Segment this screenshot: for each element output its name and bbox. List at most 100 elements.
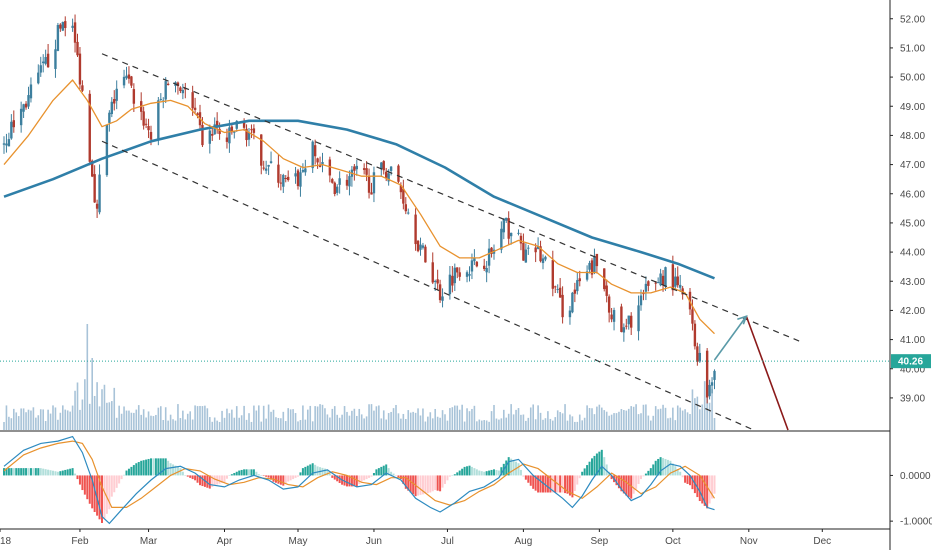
macd-histogram-bar [497, 470, 500, 476]
macd-histogram-bar [684, 475, 687, 483]
macd-histogram-bar [681, 475, 684, 478]
candle-down [287, 176, 290, 181]
macd-histogram-bar [485, 471, 488, 476]
macd-histogram-bar [671, 463, 674, 476]
volume-bar [529, 407, 532, 430]
macd-histogram-bar [358, 475, 361, 484]
macd-histogram-bar [534, 475, 537, 491]
candle-up [98, 174, 101, 213]
macd-histogram-bar [287, 475, 290, 482]
candle-down [661, 275, 665, 285]
macd-histogram-bar [159, 458, 162, 476]
macd-histogram-bar [527, 475, 530, 483]
y-tick-label: 41.00 [900, 335, 925, 346]
volume-bar [498, 419, 500, 430]
macd-histogram-bar [507, 457, 510, 476]
volume-bar [378, 405, 380, 430]
volume-bar [238, 417, 240, 430]
volume-bar [108, 402, 111, 430]
volume-bar [544, 418, 547, 430]
volume-bar [57, 419, 59, 430]
macd-histogram-bar [218, 475, 221, 484]
macd-histogram-bar [708, 475, 711, 504]
volume-bar [627, 408, 630, 430]
macd-histogram-bar [686, 475, 689, 484]
macd-histogram-bar [78, 475, 81, 485]
candle-down [191, 92, 194, 109]
candle-up [407, 212, 410, 214]
volume-bar [98, 406, 101, 430]
volume-bar [111, 401, 113, 430]
volume-bar [32, 407, 35, 430]
candle-down [705, 350, 709, 398]
candle-down [93, 174, 96, 203]
volume-bar [30, 410, 32, 430]
y-tick-label: 45.00 [900, 218, 925, 229]
macd-histogram-bar [135, 463, 138, 476]
volume-bar [463, 421, 466, 430]
candle-up [159, 98, 162, 100]
candle-up [22, 104, 25, 112]
volume-bar [91, 358, 93, 430]
volume-bar [471, 408, 473, 430]
volume-bar [93, 395, 96, 430]
candle-up [115, 88, 118, 101]
volume-bar [625, 410, 628, 430]
volume-bar [527, 417, 530, 430]
macd-y-tick-label: 0.0000 [900, 471, 931, 482]
macd-histogram-bar [152, 458, 155, 476]
macd-histogram-bar [289, 475, 292, 481]
macd-histogram-bar [615, 475, 618, 486]
volume-bar [534, 419, 537, 430]
volume-bar [532, 404, 534, 430]
candle-up [593, 256, 596, 274]
volume-bar [676, 405, 679, 430]
macd-histogram-bar [412, 475, 415, 495]
candle-up [389, 166, 393, 171]
candle-down [590, 260, 594, 275]
candle-down [404, 204, 407, 212]
volume-bar [47, 409, 49, 430]
volume-bar [52, 405, 54, 430]
volume-bar [652, 415, 655, 430]
candle-up [54, 49, 57, 69]
volume-bar [382, 410, 385, 430]
macd-histogram-bar [662, 458, 665, 476]
volume-bar [373, 410, 375, 430]
volume-bar [360, 414, 363, 430]
macd-histogram-bar [213, 475, 216, 486]
candle-down [252, 128, 256, 133]
x-tick-label: Jul [441, 536, 454, 547]
candle-up [348, 176, 351, 187]
volume-bar [260, 421, 263, 430]
macd-histogram-bar [88, 475, 91, 504]
volume-bar [71, 405, 74, 430]
macd-histogram-bar [12, 468, 15, 476]
volume-bar [662, 404, 664, 430]
volume-bar [669, 417, 672, 430]
volume-bar [630, 406, 632, 430]
volume-bar [314, 406, 316, 430]
macd-histogram-bar [495, 469, 498, 476]
volume-bar [13, 408, 15, 430]
volume-bar [287, 408, 289, 430]
volume-bar [400, 418, 402, 430]
candle-up [622, 327, 626, 333]
volume-bar [245, 419, 248, 430]
volume-bar [635, 404, 637, 430]
macd-histogram-bar [260, 475, 263, 476]
macd-histogram-bar [49, 470, 52, 476]
volume-bar [598, 404, 601, 430]
macd-histogram-bar [480, 471, 483, 476]
volume-bar [583, 417, 586, 430]
macd-histogram-bar [446, 475, 449, 481]
volume-bar [243, 405, 245, 430]
volume-bar [485, 420, 488, 430]
volume-bar [191, 419, 194, 430]
candle-up [10, 121, 13, 139]
candle-down [345, 179, 349, 186]
candle-down [196, 113, 199, 116]
candle-up [208, 130, 211, 144]
